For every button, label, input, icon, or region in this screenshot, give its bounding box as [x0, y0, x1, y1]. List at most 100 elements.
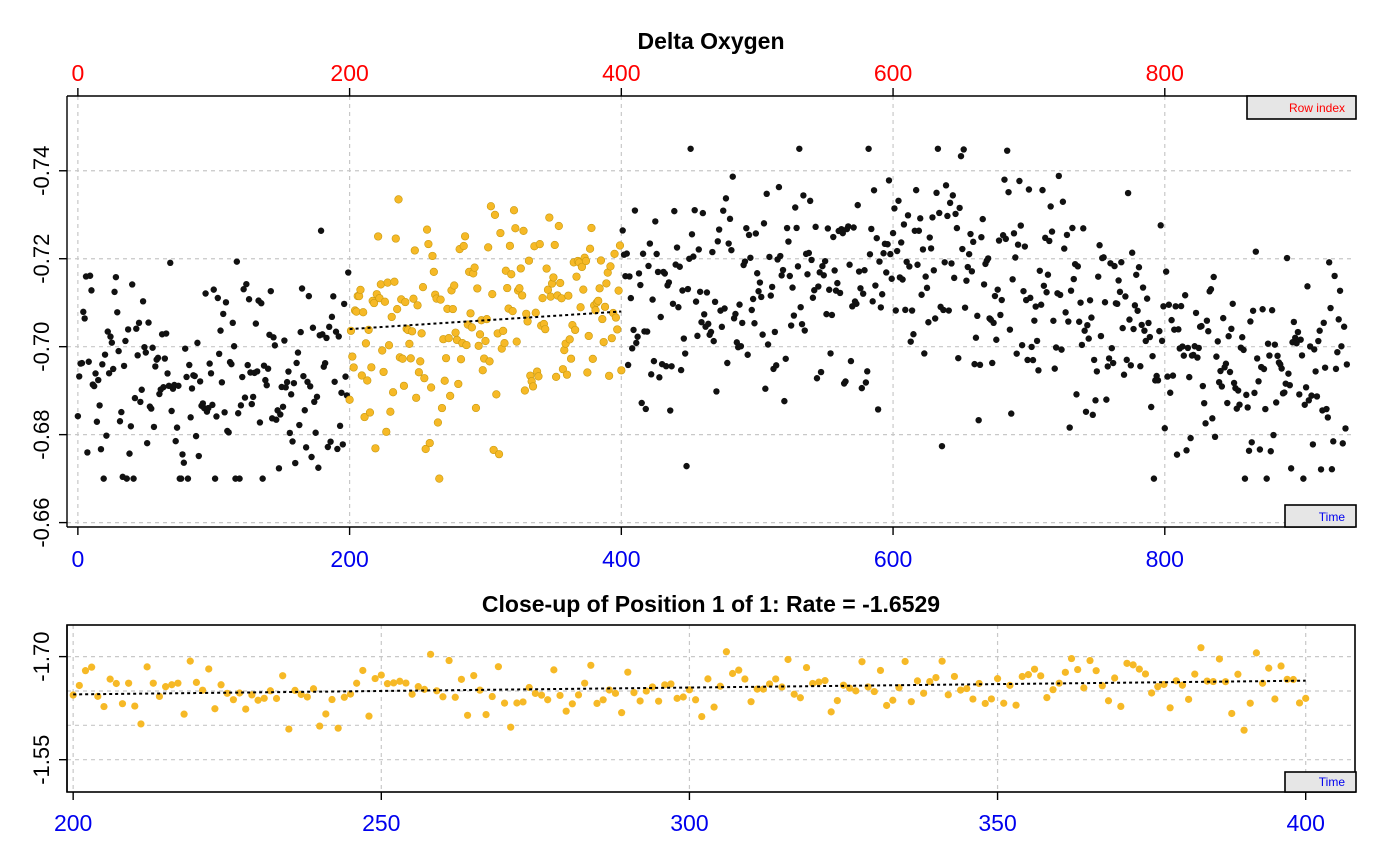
- closeup-point: [279, 672, 287, 680]
- closeup-point: [162, 683, 170, 691]
- top-background-point: [1251, 389, 1258, 397]
- top-background-point: [301, 407, 308, 414]
- top-subset-point: [360, 412, 369, 422]
- top-background-point: [1050, 317, 1057, 324]
- top-background-point: [1165, 301, 1173, 308]
- closeup-point: [883, 701, 891, 710]
- top-background-point: [1248, 439, 1255, 446]
- top-background-point: [656, 374, 663, 381]
- closeup-point: [1018, 672, 1026, 681]
- top-subset-point: [507, 270, 516, 279]
- top-background-point: [978, 233, 985, 241]
- top-background-point: [323, 334, 330, 342]
- top-background-point: [619, 227, 626, 234]
- top-background-point: [297, 328, 304, 336]
- closeup-y-ticks: -1.55 -1.70: [29, 632, 67, 785]
- top-background-point: [971, 360, 978, 368]
- top-background-point: [806, 197, 814, 205]
- top-background-point: [152, 363, 159, 370]
- top-subset-point: [421, 444, 430, 454]
- top-subset-point: [549, 273, 558, 282]
- top-background-point: [1084, 321, 1091, 329]
- top-subset-point: [492, 390, 501, 399]
- top-background-point: [270, 334, 277, 341]
- top-background-point: [627, 294, 635, 302]
- top-background-point: [1035, 367, 1042, 374]
- top-background-point: [1192, 309, 1200, 317]
- top-points-background-series: [74, 145, 1351, 482]
- top-background-point: [1093, 368, 1101, 375]
- top-background-point: [934, 145, 942, 152]
- top-background-point: [891, 205, 898, 212]
- top-background-point: [177, 475, 185, 482]
- top-background-point: [797, 303, 804, 311]
- top-background-point: [1116, 288, 1124, 296]
- top-background-point: [885, 177, 893, 184]
- top-background-point: [1325, 259, 1333, 266]
- top-background-point: [694, 332, 701, 340]
- top-background-point: [1100, 254, 1107, 261]
- top-subset-point: [380, 297, 390, 306]
- top-background-point: [654, 268, 662, 276]
- closeup-point: [1104, 697, 1113, 705]
- top-background-point: [150, 423, 158, 431]
- top-subset-point: [566, 354, 576, 363]
- top-background-point: [952, 210, 959, 218]
- top-background-point: [1297, 336, 1304, 343]
- closeup-point: [956, 686, 965, 694]
- closeup-point: [821, 677, 829, 685]
- top-background-point: [805, 249, 813, 257]
- top-row-index-tick-label: 0: [71, 60, 84, 86]
- top-background-point: [1044, 271, 1052, 278]
- top-background-point: [1158, 337, 1166, 345]
- closeup-point: [1246, 699, 1254, 707]
- closeup-point: [815, 678, 823, 686]
- closeup-point: [88, 663, 96, 671]
- top-background-point: [662, 363, 670, 370]
- top-subset-point: [359, 308, 368, 317]
- closeup-point: [476, 686, 484, 694]
- top-subset-point: [611, 313, 620, 322]
- top-subset-point: [435, 474, 444, 483]
- top-background-point: [1014, 241, 1022, 248]
- top-time-tab-label: Time: [1319, 510, 1346, 524]
- top-background-point: [248, 400, 255, 408]
- top-subset-point: [518, 291, 527, 300]
- top-background-point: [739, 319, 746, 327]
- top-background-point: [676, 263, 683, 270]
- top-background-point: [1239, 334, 1246, 341]
- top-background-point: [1211, 433, 1219, 441]
- top-background-point: [1120, 371, 1128, 378]
- closeup-point: [852, 687, 860, 695]
- top-background-point: [1149, 352, 1156, 360]
- top-background-point: [1304, 283, 1311, 290]
- closeup-point: [630, 688, 638, 697]
- top-background-point: [1005, 188, 1012, 196]
- top-background-point: [866, 251, 874, 258]
- top-subset-point: [466, 309, 475, 318]
- closeup-point: [1191, 670, 1199, 678]
- top-background-point: [1080, 225, 1087, 232]
- top-background-point: [921, 350, 928, 357]
- top-background-point: [918, 291, 925, 298]
- top-background-point: [942, 182, 950, 189]
- top-background-point: [729, 173, 736, 180]
- top-subset-point: [523, 317, 532, 326]
- top-background-point: [948, 260, 955, 267]
- top-background-point: [857, 285, 864, 292]
- top-background-point: [1115, 277, 1122, 284]
- closeup-y-tick-label: -1.55: [29, 735, 54, 785]
- closeup-point: [531, 689, 539, 698]
- top-background-point: [1055, 172, 1063, 180]
- top-background-point: [273, 416, 280, 423]
- top-background-point: [792, 204, 799, 211]
- top-background-point: [78, 359, 86, 367]
- closeup-point: [1092, 667, 1100, 675]
- top-background-point: [931, 315, 939, 322]
- top-background-point: [116, 418, 124, 425]
- top-background-point: [239, 373, 246, 381]
- top-background-point: [1267, 448, 1274, 455]
- top-background-point: [1128, 249, 1136, 256]
- top-subset-point: [509, 206, 519, 215]
- top-subset-point: [471, 403, 481, 413]
